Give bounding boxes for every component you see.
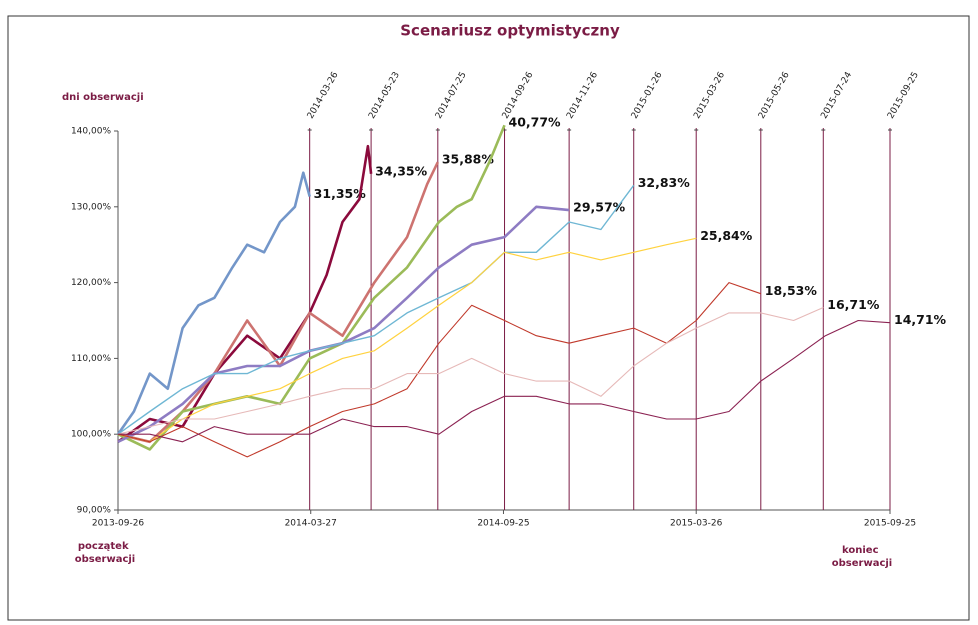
series-line bbox=[117, 306, 824, 435]
series-line bbox=[117, 237, 697, 443]
start-label: początek obserwacji bbox=[75, 541, 135, 565]
end-value-label: 31,35% bbox=[314, 186, 367, 201]
end-value-label: 40,77% bbox=[509, 115, 562, 130]
y-tick-label: 110,00% bbox=[71, 354, 111, 364]
y-tick-label: 140,00% bbox=[71, 127, 111, 137]
x-tick-label: 2015-09-25 bbox=[864, 519, 916, 529]
y-tick-label: 100,00% bbox=[71, 430, 111, 440]
x-tick-label: 2015-03-26 bbox=[670, 519, 723, 529]
series-line bbox=[117, 282, 761, 458]
start-label-line: obserwacji bbox=[75, 554, 135, 565]
x-tick-label: 2014-03-27 bbox=[285, 519, 337, 529]
end-value-label: 14,71% bbox=[894, 312, 947, 327]
y-tick-label: 90,00% bbox=[77, 506, 112, 516]
y-tick-label: 130,00% bbox=[71, 202, 111, 212]
end-value-label: 25,84% bbox=[700, 228, 753, 243]
end-label: koniec obserwacji bbox=[832, 545, 892, 569]
end-value-label: 16,71% bbox=[827, 297, 880, 312]
end-value-label: 35,88% bbox=[442, 152, 495, 167]
end-label-line: obserwacji bbox=[832, 558, 892, 569]
x-tick-label: 2013-09-26 bbox=[92, 519, 145, 529]
y-tick-label: 120,00% bbox=[71, 278, 111, 288]
series-line bbox=[117, 184, 635, 435]
end-value-label: 34,35% bbox=[375, 163, 428, 178]
end-value-label: 29,57% bbox=[573, 200, 626, 215]
end-value-label: 18,53% bbox=[765, 283, 818, 298]
end-label-line: koniec bbox=[842, 545, 879, 556]
chart-title: Scenariusz optymistyczny bbox=[400, 22, 620, 40]
x-tick-label: 2014-09-25 bbox=[477, 519, 529, 529]
series-line bbox=[118, 319, 891, 443]
chart-frame bbox=[7, 15, 970, 621]
series-line bbox=[116, 171, 311, 435]
marker-title: dni obserwacji bbox=[62, 92, 144, 103]
end-value-label: 32,83% bbox=[638, 175, 691, 190]
series-line bbox=[117, 144, 373, 443]
start-label-line: początek bbox=[78, 541, 129, 552]
